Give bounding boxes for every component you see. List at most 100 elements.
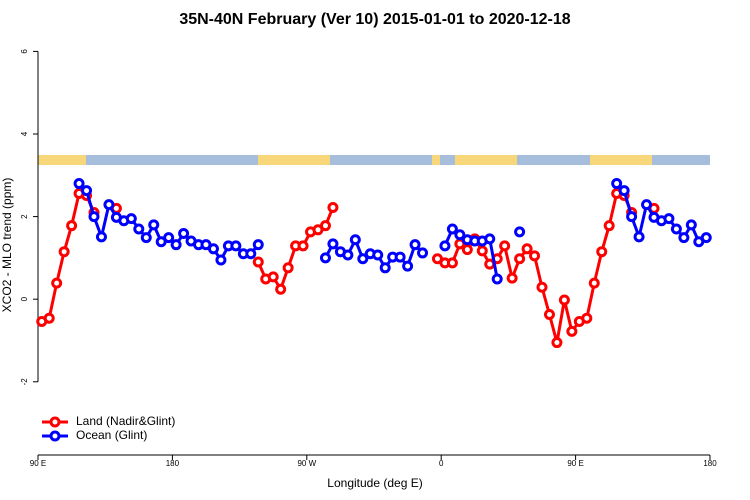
legend-label: Land (Nadir&Glint): [76, 414, 175, 428]
data-point: [409, 239, 421, 251]
data-point: [618, 185, 630, 197]
data-point: [476, 245, 488, 257]
data-point: [95, 231, 107, 243]
data-point: [633, 231, 645, 243]
data-point: [596, 246, 608, 258]
data-point: [58, 246, 70, 258]
data-point: [73, 178, 85, 190]
x-tick-label: 90 E: [30, 459, 46, 468]
data-point: [543, 308, 555, 320]
y-tick-label: -2: [20, 378, 29, 386]
y-tick-label: 0: [20, 296, 29, 301]
data-point: [125, 213, 137, 225]
y-tick-label: 2: [20, 214, 29, 219]
data-point: [566, 325, 578, 337]
data-point: [349, 234, 361, 246]
data-point: [521, 243, 533, 255]
data-point: [103, 199, 115, 211]
data-point: [626, 211, 638, 223]
land-band: [38, 155, 86, 165]
data-point: [230, 240, 242, 252]
data-point: [551, 337, 563, 349]
data-point: [372, 249, 384, 261]
x-tick-label: 180: [703, 459, 717, 468]
data-point: [66, 220, 78, 232]
data-point: [611, 178, 623, 190]
land-ocean-band: [38, 155, 710, 165]
ocean-band: [38, 155, 710, 165]
y-axis-label: XCO2 - MLO trend (ppm): [0, 178, 14, 313]
data-point: [215, 254, 227, 266]
y-tick-label: 4: [20, 131, 29, 136]
data-point: [282, 262, 294, 274]
data-point: [252, 239, 264, 251]
data-point: [51, 277, 63, 289]
data-point: [140, 232, 152, 244]
data-point: [252, 256, 264, 268]
data-point: [446, 257, 458, 269]
data-point: [178, 228, 190, 240]
data-point: [588, 277, 600, 289]
data-point: [327, 238, 339, 250]
data-point: [663, 213, 675, 225]
data-point: [499, 240, 511, 252]
data-point: [319, 252, 331, 264]
data-point: [491, 273, 503, 285]
land-band: [432, 155, 440, 165]
x-tick-label: 90 W: [297, 459, 316, 468]
data-point: [529, 250, 541, 262]
legend-marker: [49, 430, 61, 442]
x-axis-label: Longitude (deg E): [327, 476, 422, 490]
data-point: [148, 219, 160, 231]
data-point: [461, 244, 473, 256]
data-point: [439, 240, 451, 252]
x-tick-label: 0: [439, 459, 444, 468]
data-point: [163, 232, 175, 244]
data-point: [402, 260, 414, 272]
data-point: [514, 226, 526, 238]
data-point: [275, 283, 287, 295]
data-point: [417, 247, 429, 259]
land-band: [258, 155, 330, 165]
data-point: [678, 232, 690, 244]
data-point: [297, 240, 309, 252]
data-point: [484, 233, 496, 245]
land-band: [590, 155, 652, 165]
data-point: [603, 220, 615, 232]
series-line: [78, 182, 707, 280]
data-point: [685, 219, 697, 231]
legend-label: Ocean (Glint): [76, 428, 147, 442]
data-point: [327, 202, 339, 214]
y-tick-label: 6: [20, 49, 29, 54]
data-point: [581, 312, 593, 324]
data-point: [641, 199, 653, 211]
land-band: [455, 155, 517, 165]
data-point: [207, 243, 219, 255]
data-point: [245, 248, 257, 260]
data-point: [446, 223, 458, 235]
x-tick-label: 90 E: [567, 459, 583, 468]
data-point: [267, 271, 279, 283]
data-point: [357, 253, 369, 265]
data-point: [43, 312, 55, 324]
data-point: [133, 223, 145, 235]
x-tick-label: 180: [166, 459, 180, 468]
data-point: [170, 239, 182, 251]
data-point: [536, 281, 548, 293]
data-point: [558, 294, 570, 306]
data-point: [700, 232, 712, 244]
chart-title: 35N-40N February (Ver 10) 2015-01-01 to …: [179, 11, 570, 28]
data-point: [454, 229, 466, 241]
data-point: [342, 249, 354, 261]
data-point: [514, 253, 526, 265]
data-point: [670, 223, 682, 235]
data-point: [506, 272, 518, 284]
legend-marker: [49, 416, 61, 428]
data-point: [394, 251, 406, 263]
data-point: [88, 211, 100, 223]
data-point: [81, 185, 93, 197]
data-point: [379, 262, 391, 274]
data-point: [319, 220, 331, 232]
